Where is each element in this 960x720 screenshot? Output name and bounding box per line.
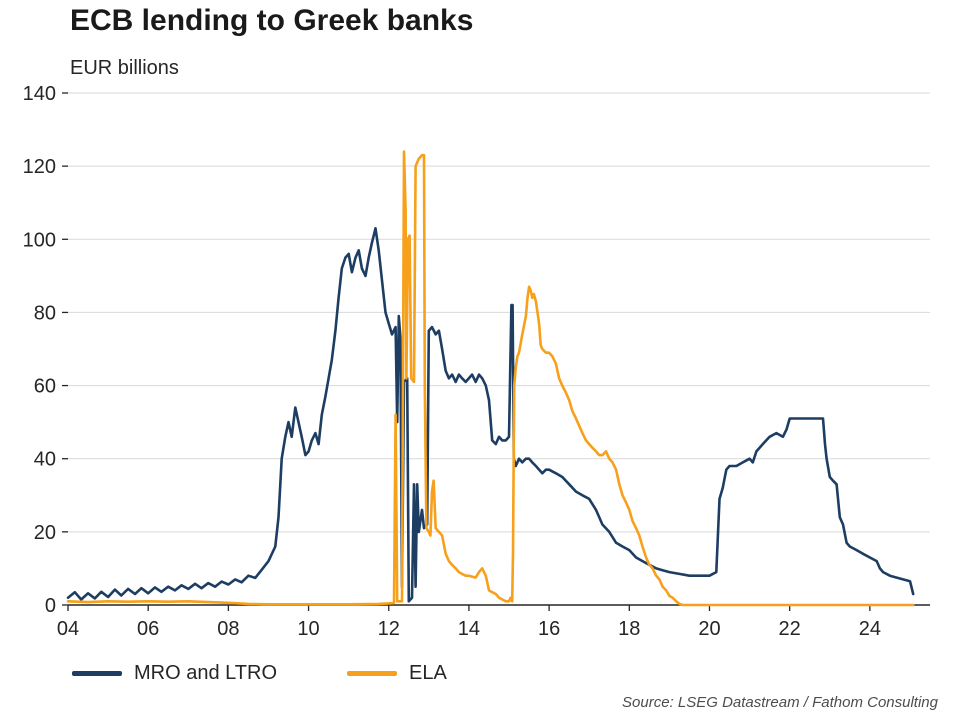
chart-subtitle: EUR billions bbox=[70, 57, 179, 79]
y-tick-label: 0 bbox=[45, 595, 56, 617]
legend-label-mro-ltro: MRO and LTRO bbox=[134, 662, 277, 684]
legend-swatch-ela bbox=[347, 671, 397, 676]
y-tick-label: 40 bbox=[34, 449, 56, 471]
y-tick-label: 80 bbox=[34, 302, 56, 324]
x-tick-label: 18 bbox=[618, 618, 640, 640]
legend-item-mro-ltro: MRO and LTRO bbox=[72, 662, 277, 685]
x-tick-label: 24 bbox=[859, 618, 881, 640]
x-tick-label: 20 bbox=[698, 618, 720, 640]
chart-title: ECB lending to Greek banks bbox=[70, 4, 474, 37]
legend-swatch-mro-ltro bbox=[72, 671, 122, 676]
x-tick-label: 10 bbox=[297, 618, 319, 640]
legend-label-ela: ELA bbox=[409, 662, 447, 684]
y-tick-label: 120 bbox=[23, 156, 56, 178]
x-tick-label: 14 bbox=[458, 618, 480, 640]
chart-legend: MRO and LTRO ELA bbox=[72, 662, 447, 685]
series-line-ela bbox=[66, 150, 915, 607]
x-tick-label: 22 bbox=[779, 618, 801, 640]
legend-item-ela: ELA bbox=[347, 662, 447, 685]
x-tick-label: 12 bbox=[378, 618, 400, 640]
y-tick-label: 20 bbox=[34, 522, 56, 544]
x-tick-label: 08 bbox=[217, 618, 239, 640]
y-tick-label: 100 bbox=[23, 229, 56, 251]
series-line-mro-ltro bbox=[66, 227, 915, 603]
x-tick-label: 04 bbox=[57, 618, 79, 640]
x-tick-label: 16 bbox=[538, 618, 560, 640]
x-tick-label: 06 bbox=[137, 618, 159, 640]
source-text: Source: LSEG Datastream / Fathom Consult… bbox=[622, 694, 938, 711]
y-tick-label: 60 bbox=[34, 376, 56, 398]
y-tick-label: 140 bbox=[23, 83, 56, 105]
